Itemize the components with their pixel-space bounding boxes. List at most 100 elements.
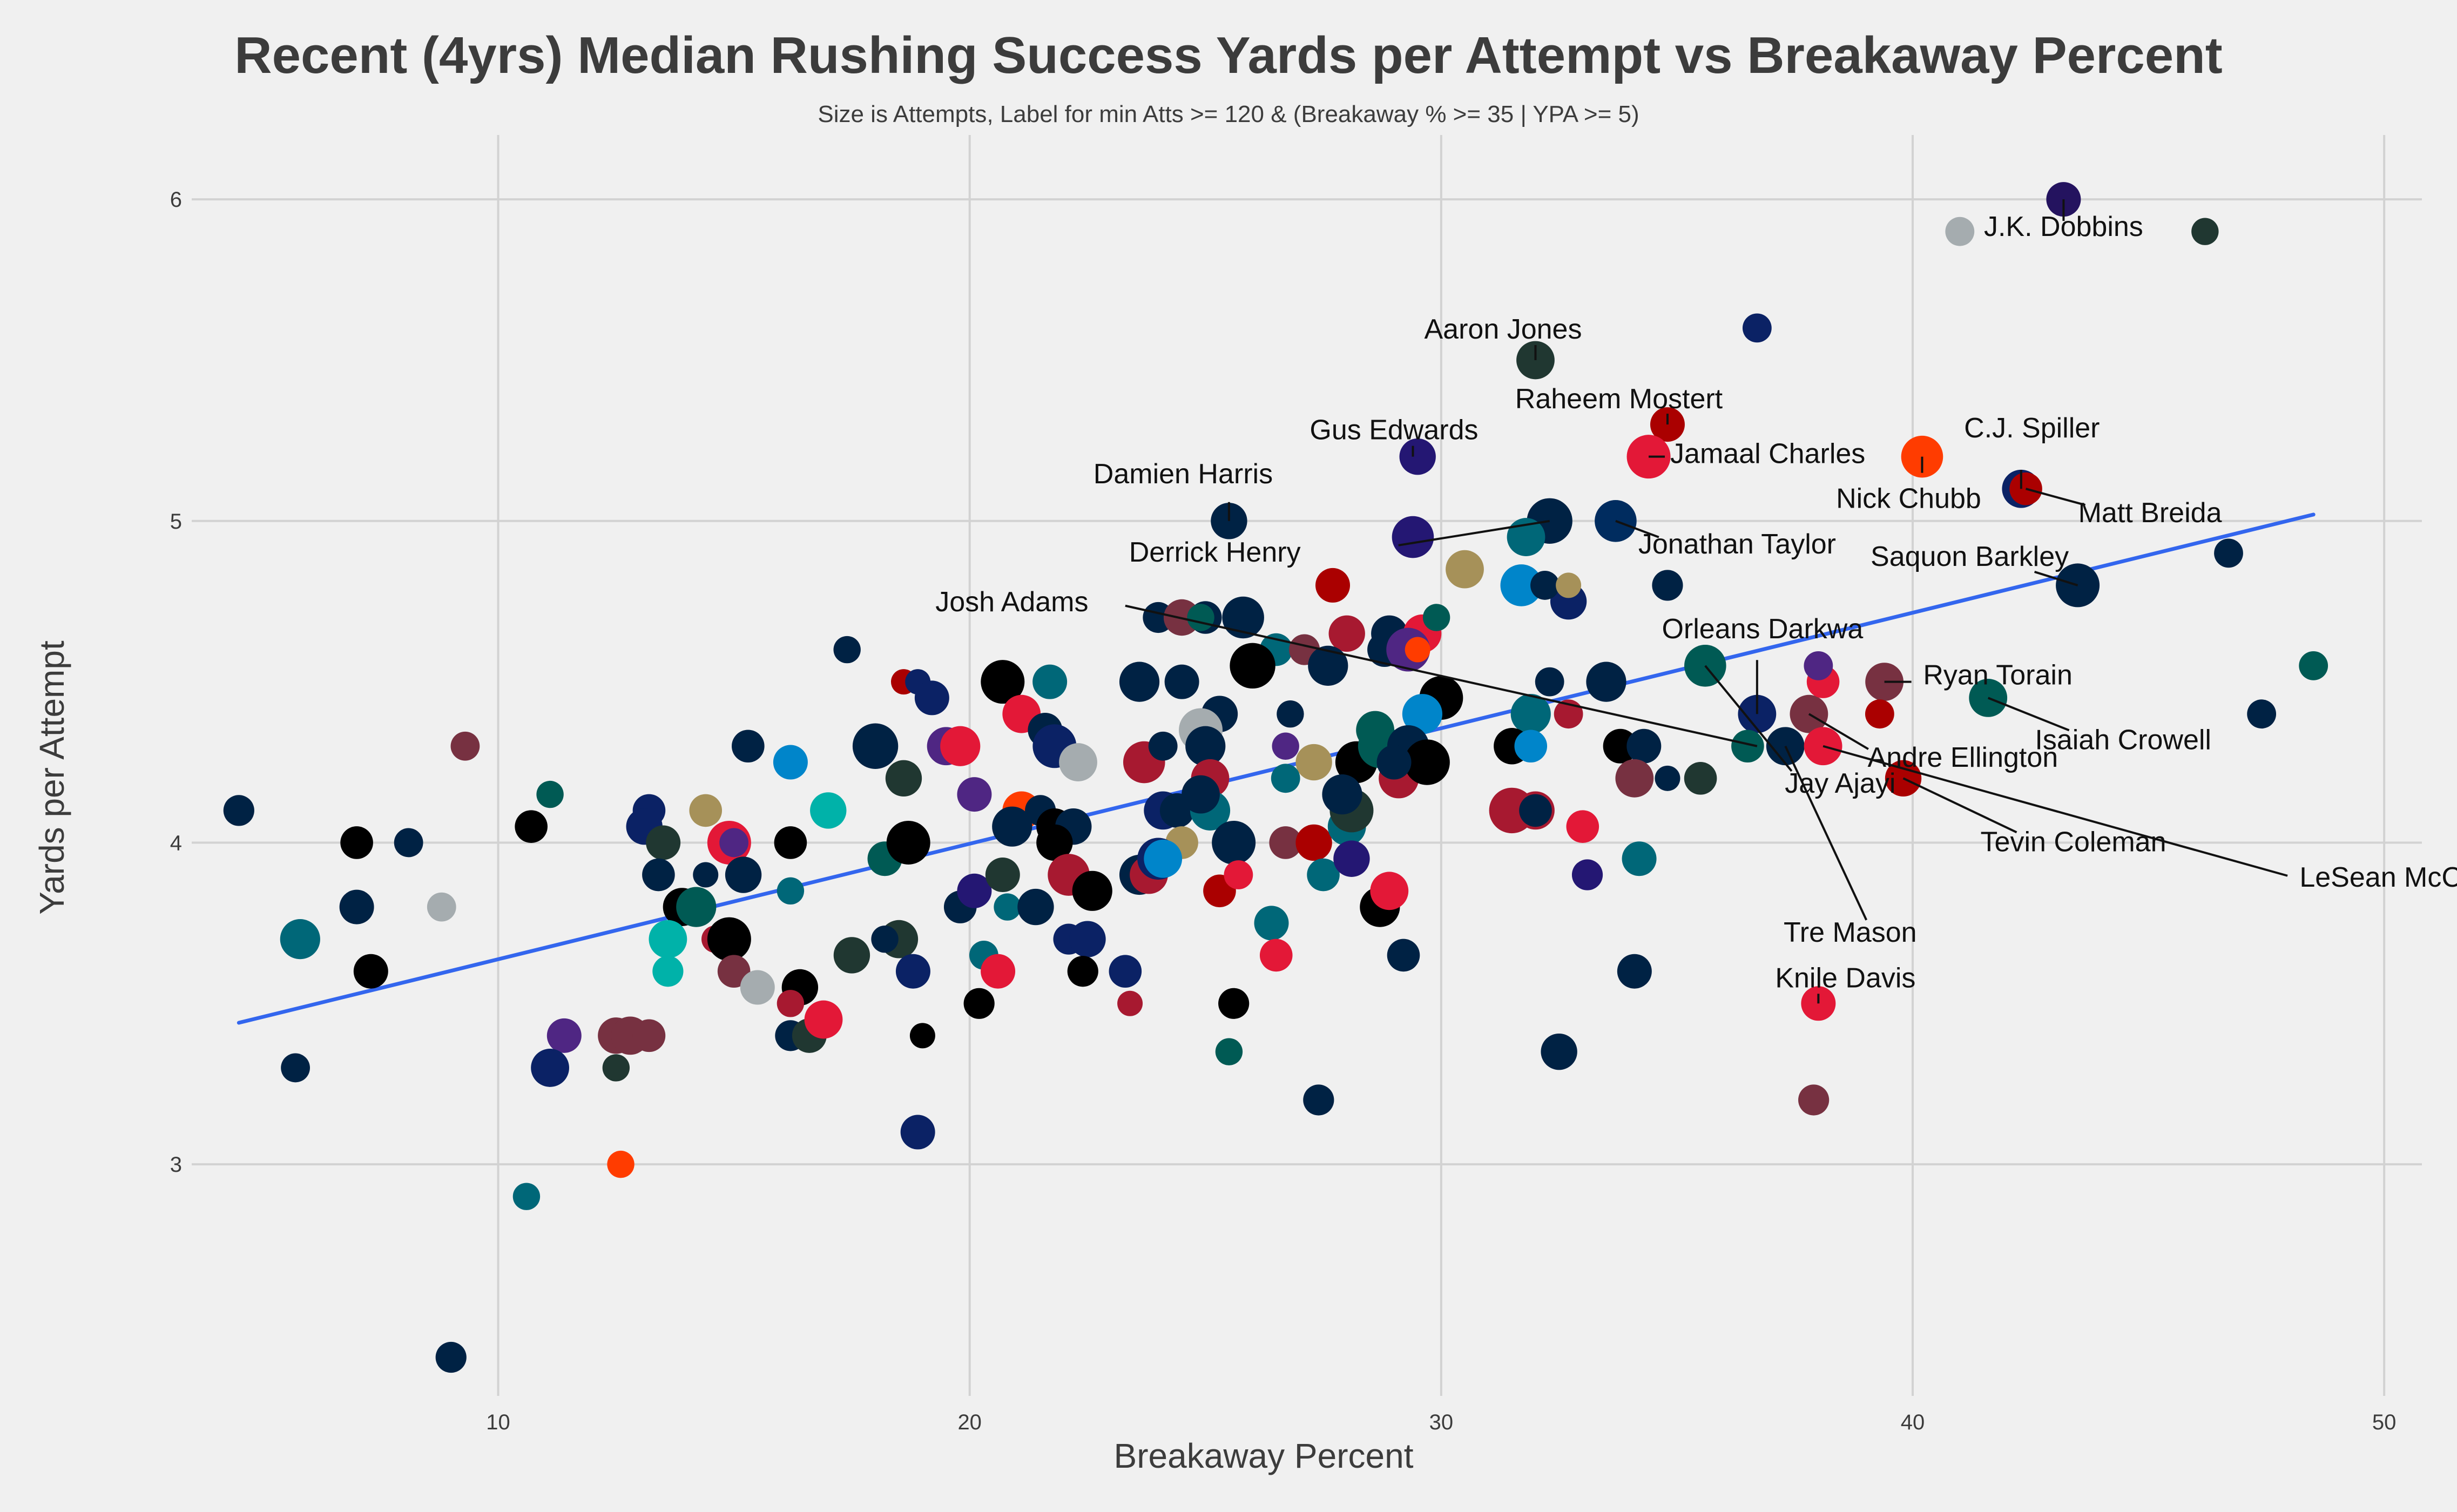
- data-point: [1519, 794, 1552, 827]
- point-label: Ryan Torain: [1923, 660, 2073, 691]
- data-point: [985, 858, 1020, 893]
- label-leader-line: [1808, 713, 1869, 750]
- point-labels: J.K. Dobbins Aaron Jones Raheem Mostert Jam…: [935, 211, 2457, 994]
- data-point: [1295, 824, 1332, 861]
- data-point: [1622, 841, 1657, 876]
- data-point: [981, 954, 1016, 989]
- point-label: Matt Breida: [2078, 497, 2222, 529]
- data-point: [1148, 731, 1178, 761]
- x-tick-label: 50: [2372, 1410, 2397, 1434]
- point-label: C.J. Spiller: [1964, 413, 2100, 444]
- label-leader-line: [1398, 519, 1550, 546]
- data-point: [732, 730, 765, 763]
- data-point: [1328, 615, 1365, 652]
- label-leader-line: [1823, 745, 2288, 877]
- point-label: Orleans Darkwa: [1662, 613, 1863, 645]
- data-point: [1530, 571, 1560, 600]
- data-point: [1072, 870, 1112, 911]
- data-point: [536, 780, 564, 808]
- data-point: [1315, 568, 1351, 603]
- data-point: [707, 917, 751, 961]
- data-point: [1684, 762, 1717, 795]
- data-point: [1865, 699, 1894, 729]
- data-point: [725, 856, 762, 893]
- data-point: [1230, 643, 1275, 689]
- data-point: [1017, 888, 1054, 926]
- y-tick-label: 3: [170, 1153, 182, 1177]
- x-tick-label: 20: [957, 1410, 982, 1434]
- data-point: [1333, 840, 1370, 877]
- data-point: [1387, 939, 1420, 972]
- data-point: [1212, 820, 1256, 865]
- data-point: [1422, 604, 1450, 631]
- data-point: [1507, 518, 1545, 556]
- data-point: [2299, 651, 2328, 680]
- axis-ticks: 10 20 30 40 50 3 4 5 6: [170, 188, 2397, 1434]
- y-tick-label: 5: [170, 510, 182, 534]
- data-point: [719, 828, 749, 858]
- data-point: [1652, 570, 1683, 601]
- data-point: [777, 990, 805, 1017]
- data-point: [642, 858, 675, 892]
- data-point: [1376, 745, 1412, 780]
- data-point: [1222, 596, 1264, 639]
- data-point: [1404, 739, 1450, 785]
- label-leader-line: [1784, 745, 1868, 921]
- data-point: [994, 893, 1021, 921]
- data-point: [1254, 906, 1289, 941]
- data-point: [1109, 955, 1142, 988]
- data-point: [1405, 637, 1430, 663]
- data-point: [280, 919, 320, 960]
- label-leader-line: [1704, 665, 1793, 772]
- data-point: [1655, 765, 1680, 791]
- data-point: [632, 1019, 666, 1052]
- data-point: [1556, 572, 1582, 598]
- data-point: [1215, 1038, 1243, 1065]
- data-point: [740, 970, 775, 1005]
- data-point: [963, 988, 995, 1019]
- data-point: [1514, 730, 1548, 763]
- data-point: [435, 1341, 467, 1373]
- point-label: Tevin Coleman: [1981, 826, 2166, 858]
- data-point: [649, 920, 687, 959]
- data-point: [602, 1054, 630, 1082]
- data-point: [833, 937, 870, 974]
- point-label: Jay Ajayi: [1785, 768, 1895, 799]
- point-label: Raheem Mostert: [1515, 383, 1723, 415]
- data-point: [957, 777, 992, 812]
- data-point: [676, 887, 717, 927]
- data-point: [607, 1150, 634, 1178]
- data-point: [1535, 667, 1564, 697]
- data-point: [1295, 744, 1332, 781]
- data-point: [1119, 662, 1160, 702]
- data-point: [940, 726, 981, 766]
- data-point: [957, 873, 992, 908]
- data-point: [1218, 988, 1250, 1019]
- point-label: Isaiah Crowell: [2035, 724, 2211, 755]
- data-point: [1259, 939, 1293, 972]
- data-point: [1277, 700, 1304, 728]
- data-point: [531, 1049, 569, 1087]
- label-leader-line: [1615, 519, 1659, 538]
- data-point: [1308, 645, 1348, 686]
- data-point: [717, 955, 751, 988]
- point-label: Jonathan Taylor: [1638, 529, 1836, 560]
- data-point: [1322, 774, 1362, 815]
- point-label: Nick Chubb: [1836, 483, 1981, 515]
- data-point: [394, 828, 423, 858]
- data-point: [1185, 726, 1226, 766]
- data-point: [546, 1018, 582, 1053]
- data-point: [1356, 711, 1395, 750]
- data-point: [1307, 858, 1340, 892]
- x-tick-label: 40: [1901, 1410, 1925, 1434]
- data-point: [1303, 1084, 1334, 1116]
- data-point: [777, 877, 805, 905]
- data-point: [804, 1000, 843, 1039]
- data-point: [1446, 550, 1484, 589]
- data-point: [1069, 921, 1106, 957]
- point-label: Saquon Barkley: [1871, 541, 2069, 572]
- point-label: Knile Davis: [1775, 962, 1915, 994]
- data-point: [1510, 694, 1551, 734]
- data-point: [981, 660, 1025, 704]
- data-point: [810, 792, 847, 829]
